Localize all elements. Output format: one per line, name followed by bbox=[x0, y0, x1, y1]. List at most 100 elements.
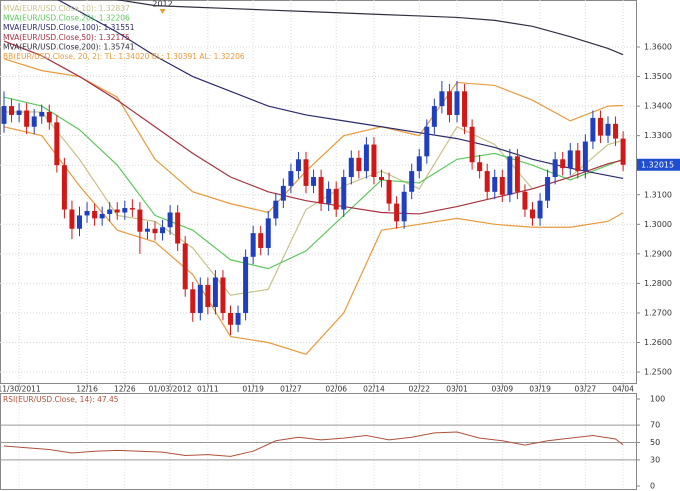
candle-body bbox=[514, 156, 520, 192]
candle-body bbox=[409, 171, 415, 192]
candle-body bbox=[84, 211, 90, 216]
candle-body bbox=[560, 159, 566, 169]
candle-body bbox=[190, 289, 196, 313]
x-tick-label: 01/11 bbox=[197, 385, 219, 394]
x-tick-label: 11/30/2011 bbox=[0, 385, 41, 394]
candle-body bbox=[235, 312, 241, 325]
year-label: 2012 bbox=[152, 0, 172, 9]
candle-body bbox=[545, 177, 551, 201]
candle-body bbox=[280, 185, 286, 201]
candle-body bbox=[379, 177, 384, 180]
x-tick-label: 02/14 bbox=[363, 385, 385, 394]
candle-body bbox=[129, 208, 135, 210]
x-tick-label: 03/27 bbox=[575, 385, 597, 394]
candle-body bbox=[9, 106, 15, 115]
candle-body bbox=[258, 233, 264, 248]
candle-body bbox=[613, 123, 619, 139]
y-tick-label: 1.3400 bbox=[644, 102, 672, 111]
last-price-label: 1.32015 bbox=[641, 160, 674, 169]
candle-body bbox=[122, 208, 128, 213]
legend: MVA(EUR/USD.Close,10): 1.32837MVA(EUR/US… bbox=[3, 4, 245, 61]
candle-body bbox=[160, 227, 166, 234]
candle-body bbox=[530, 209, 535, 219]
candle-body bbox=[567, 150, 573, 169]
moving-average bbox=[57, 0, 624, 180]
y-tick-label: 1.3300 bbox=[644, 131, 672, 140]
legend-entry: BB(EUR/USD.Close, 20, 2): TL: 1.34020 BL… bbox=[3, 52, 245, 61]
y-tick-label: 1.3000 bbox=[644, 220, 672, 229]
y-tick-label: 30 bbox=[650, 455, 660, 464]
candle-body bbox=[454, 91, 460, 115]
candle-body bbox=[492, 177, 498, 192]
x-tick-label: 02/06 bbox=[325, 385, 347, 394]
rsi-title: RSI(EUR/USD.Close, 14): 47.45 bbox=[3, 395, 119, 404]
candle-body bbox=[416, 156, 422, 172]
candle-body bbox=[69, 209, 75, 229]
legend-entry: MVA(EUR/USD.Close,100): 1.31551 bbox=[3, 23, 135, 32]
candle-body bbox=[590, 117, 596, 142]
candle-body bbox=[446, 91, 452, 115]
bollinger-lower bbox=[3, 126, 624, 356]
candle-body bbox=[24, 110, 30, 127]
candle-body bbox=[144, 228, 150, 232]
candle-body bbox=[371, 144, 377, 178]
candle-body bbox=[39, 112, 45, 117]
candle-body bbox=[386, 179, 392, 204]
candle-body bbox=[394, 203, 400, 222]
candle-body bbox=[431, 106, 437, 127]
candle-body bbox=[477, 162, 483, 172]
candle-body bbox=[537, 200, 543, 219]
last-price-box bbox=[637, 158, 680, 171]
plot-area bbox=[1, 0, 626, 356]
candle-body bbox=[265, 218, 271, 248]
x-tick-label: 12/26 bbox=[114, 385, 136, 394]
candle-body bbox=[499, 177, 505, 195]
candle-body bbox=[1, 106, 7, 124]
candle-body bbox=[318, 177, 324, 204]
rsi-line bbox=[3, 431, 624, 457]
candle-body bbox=[356, 157, 362, 172]
candle-body bbox=[182, 243, 188, 290]
y-tick-label: 1.2600 bbox=[644, 338, 672, 347]
candle-body bbox=[288, 171, 294, 186]
candle-body bbox=[575, 150, 581, 172]
candle-body bbox=[620, 138, 626, 165]
candle-body bbox=[401, 191, 407, 222]
candle-body bbox=[77, 215, 82, 229]
legend-entry: MVA(EUR/USD.Close,20): 1.32206 bbox=[3, 14, 130, 23]
candle-body bbox=[273, 200, 279, 219]
moving-average bbox=[3, 96, 624, 270]
candle-body bbox=[469, 126, 475, 163]
year-marker bbox=[159, 9, 166, 14]
y-tick-label: 1.3100 bbox=[644, 190, 672, 199]
candle-body bbox=[303, 159, 309, 186]
legend-entry: MVA(EUR/USD.Close,50): 1.32175 bbox=[3, 33, 130, 42]
candle-body bbox=[46, 112, 52, 123]
candle-body bbox=[114, 209, 120, 213]
candle-body bbox=[31, 116, 37, 127]
x-tick-label: 01/19 bbox=[242, 385, 264, 394]
candle-body bbox=[605, 123, 611, 136]
x-tick-label: 03/19 bbox=[529, 385, 551, 394]
y-tick-label: 1.2800 bbox=[644, 279, 672, 288]
y-tick-label: 1.3500 bbox=[644, 72, 672, 81]
candle-body bbox=[341, 177, 347, 210]
candle-body bbox=[250, 233, 256, 257]
x-tick-label: 12/16 bbox=[76, 385, 98, 394]
candle-body bbox=[439, 91, 445, 107]
candle-body bbox=[99, 213, 105, 219]
candle-body bbox=[243, 256, 249, 313]
candle-body bbox=[462, 91, 468, 127]
y-tick-label: 70 bbox=[650, 421, 660, 430]
candle-body bbox=[597, 117, 603, 136]
candle-body bbox=[311, 177, 317, 186]
candle-body bbox=[326, 188, 332, 204]
y-tick-label: 100 bbox=[650, 395, 665, 404]
candle-body bbox=[205, 284, 211, 308]
y-tick-label: 0 bbox=[650, 482, 655, 491]
candle-body bbox=[197, 284, 203, 313]
moving-average bbox=[115, 0, 624, 56]
x-tick-label: 03/09 bbox=[491, 385, 513, 394]
